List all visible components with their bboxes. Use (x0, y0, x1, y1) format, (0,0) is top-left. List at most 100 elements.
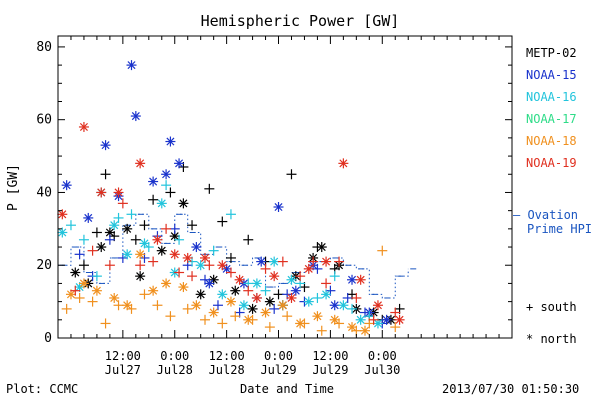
x-tick-time-label: 12:00 (105, 349, 141, 363)
south-point (182, 303, 193, 314)
legend-entry-noaa-19: NOAA-19 (526, 156, 577, 170)
south-point (312, 292, 323, 303)
south-point (126, 209, 137, 220)
north-point (195, 289, 206, 300)
north-point (135, 271, 146, 282)
north-point (329, 314, 340, 325)
north-point (251, 292, 262, 303)
south-point (78, 234, 89, 245)
chart-title: Hemispheric Power [GW] (200, 12, 400, 30)
south-point (273, 289, 284, 300)
plot-frame (57, 35, 513, 339)
south-point (204, 260, 215, 271)
north-point (359, 325, 370, 336)
south-point (277, 256, 288, 267)
south-point (61, 303, 72, 314)
ovation-hpi-line (58, 213, 409, 299)
north-point (100, 140, 111, 151)
x-tick-time-label: 0:00 (368, 349, 397, 363)
x-axis-label: Date and Time (240, 382, 334, 396)
north-point (152, 234, 163, 245)
x-tick-time-label: 12:00 (312, 349, 348, 363)
x-tick-date-label: Jul28 (209, 363, 245, 377)
south-point (74, 292, 85, 303)
north-point (316, 242, 327, 253)
north-point (208, 307, 219, 318)
north-point (338, 158, 349, 169)
south-point (264, 322, 275, 333)
north-point (191, 300, 202, 311)
north-point (238, 300, 249, 311)
north-point (247, 303, 258, 314)
north-point (135, 158, 146, 169)
north-point (204, 278, 215, 289)
south-point (135, 260, 146, 271)
north-point (109, 292, 120, 303)
south-point (130, 234, 141, 245)
south-point (225, 252, 236, 263)
ovation-legend-line2: Prime HPI (527, 222, 593, 236)
south-point (243, 234, 254, 245)
north-point (225, 296, 236, 307)
south-point (117, 198, 128, 209)
south-point (65, 220, 76, 231)
north-point (195, 260, 206, 271)
x-tick-date-label: Jul29 (260, 363, 296, 377)
north-point (70, 267, 81, 278)
north-point (109, 220, 120, 231)
axis-layer: 02040608012:00Jul270:00Jul2812:00Jul280:… (36, 35, 513, 377)
north-point (251, 278, 262, 289)
south-point (100, 169, 111, 180)
south-point (100, 318, 111, 329)
north-point (290, 285, 301, 296)
south-point (390, 322, 401, 333)
north-point (148, 285, 159, 296)
x-tick-date-label: Jul28 (157, 363, 193, 377)
marks-layer (57, 60, 405, 336)
north-point (230, 285, 241, 296)
north-point (217, 289, 228, 300)
south-point (390, 307, 401, 318)
south-point (212, 300, 223, 311)
north-point (57, 227, 68, 238)
south-point (342, 292, 353, 303)
south-point (139, 220, 150, 231)
south-point (74, 249, 85, 260)
north-point (182, 252, 193, 263)
north-point (156, 245, 167, 256)
south-point (351, 292, 362, 303)
south-point (208, 245, 219, 256)
south-point (174, 267, 185, 278)
north-point (174, 158, 185, 169)
y-axis-label: P [GW] (5, 164, 21, 211)
south-point (308, 256, 319, 267)
y-tick-label: 20 (36, 258, 52, 273)
south-marker-legend: + south (526, 300, 577, 314)
north-point (303, 263, 314, 274)
x-tick-date-label: Jul29 (312, 363, 348, 377)
y-tick-label: 80 (36, 40, 52, 55)
south-point (321, 278, 332, 289)
north-point (169, 249, 180, 260)
south-point (70, 285, 81, 296)
north-point (286, 274, 297, 285)
north-point (217, 260, 228, 271)
north-point (234, 274, 245, 285)
south-point (269, 303, 280, 314)
south-point (282, 311, 293, 322)
north-point (135, 249, 146, 260)
south-point (113, 212, 124, 223)
north-point (61, 180, 72, 191)
north-marker-legend: * north (526, 332, 577, 346)
south-point (243, 285, 254, 296)
north-point (273, 202, 284, 213)
ovation-legend-line1: — Ovation (513, 208, 579, 222)
plot-credit: Plot: CCMC (6, 382, 79, 396)
plot-timestamp: 2013/07/30 01:50:30 (442, 382, 580, 396)
legend-entry-noaa-16: NOAA-16 (526, 90, 577, 104)
south-point (161, 223, 172, 234)
south-point (104, 260, 115, 271)
y-tick-label: 60 (36, 113, 52, 128)
south-point (165, 187, 176, 198)
north-point (286, 292, 297, 303)
